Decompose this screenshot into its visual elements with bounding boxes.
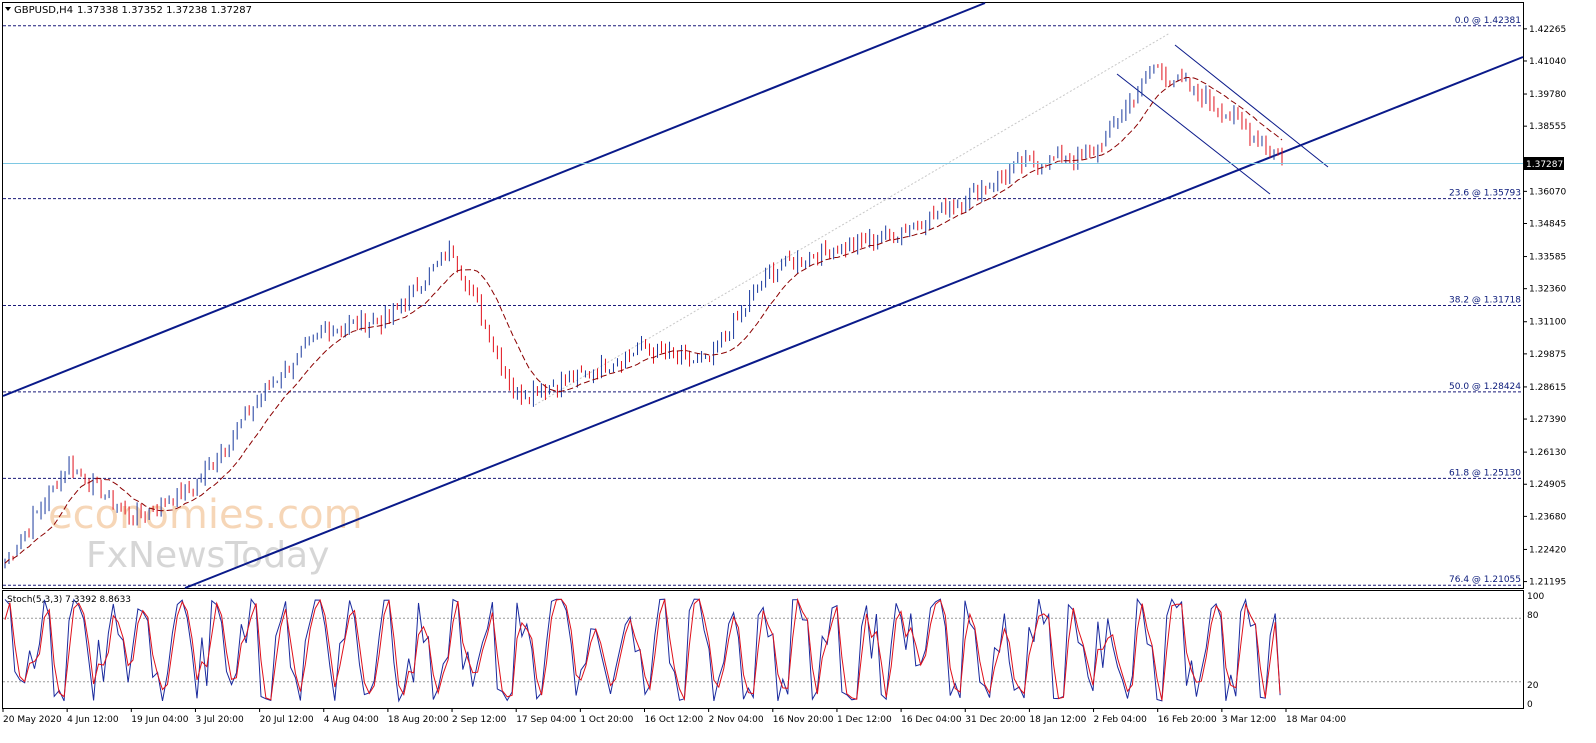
x-tick-label: 18 Jan 12:00 xyxy=(1029,715,1086,725)
time-axis[interactable]: 20 May 2020 4 Jun 12:00 19 Jun 04:00 3 Jul … xyxy=(2,708,1346,725)
down-channel-upper-line xyxy=(1174,44,1329,168)
x-tick-label: 19 Jun 04:00 xyxy=(131,715,188,725)
y-tick-label: 1.22420 xyxy=(1529,545,1566,555)
fib-trendline xyxy=(534,32,1171,406)
y-tick-label: 1.39780 xyxy=(1529,90,1566,100)
y-tick-label: 1.36070 xyxy=(1529,187,1566,197)
x-tick-label: 4 Aug 04:00 xyxy=(324,715,379,725)
y-tick-label: 1.32360 xyxy=(1529,285,1566,295)
channel-lower-line xyxy=(184,56,1524,589)
y-tick-label: 1.26130 xyxy=(1529,448,1566,458)
fib-level-label: 38.2 @ 1.31718 xyxy=(1449,296,1521,306)
y-tick-label: 1.24905 xyxy=(1529,480,1566,490)
x-tick-label: 16 Dec 04:00 xyxy=(901,715,962,725)
fibonacci-levels: 0.0 @ 1.42381 23.6 @ 1.35793 38.2 @ 1.3171… xyxy=(3,16,1523,586)
y-tick-label: 1.21195 xyxy=(1529,578,1566,588)
y-tick-label: 1.27390 xyxy=(1529,415,1566,425)
watermark-economies: economies.com xyxy=(48,492,363,538)
x-tick-label: 16 Oct 12:00 xyxy=(645,715,704,725)
y-tick-label: 1.33585 xyxy=(1529,253,1566,263)
stoch-level-20: 20 xyxy=(1527,681,1539,691)
stoch-main-line xyxy=(4,597,1281,703)
price-axis[interactable]: 1.42265 1.41040 1.39780 1.38555 1.36070 1.348… xyxy=(1523,25,1566,588)
down-channel-lower-line xyxy=(1116,73,1271,195)
ohlc-values: 1.37338 1.37352 1.37238 1.37287 xyxy=(77,5,252,16)
collapse-triangle-icon[interactable] xyxy=(5,7,11,11)
x-tick-label: 2 Feb 04:00 xyxy=(1094,715,1148,725)
y-tick-label: 1.23680 xyxy=(1529,512,1566,522)
x-tick-label: 31 Dec 20:00 xyxy=(965,715,1026,725)
y-tick-label: 1.42265 xyxy=(1529,25,1566,35)
x-tick-label: 3 Jul 20:00 xyxy=(195,715,244,725)
stoch-level-0: 0 xyxy=(1527,700,1533,710)
y-tick-label: 1.41040 xyxy=(1529,57,1566,67)
y-tick-label: 1.38555 xyxy=(1529,122,1566,132)
current-price-label: 1.37287 xyxy=(1526,160,1563,170)
x-tick-label: 18 Aug 20:00 xyxy=(388,715,449,725)
x-tick-label: 1 Dec 12:00 xyxy=(837,715,892,725)
y-tick-label: 1.31100 xyxy=(1529,318,1566,328)
symbol-label: GBPUSD,H4 xyxy=(14,5,73,16)
x-tick-label: 16 Nov 20:00 xyxy=(773,715,834,725)
main-plot-frame xyxy=(2,2,1524,589)
x-tick-label: 20 Jul 12:00 xyxy=(260,715,314,725)
x-tick-label: 18 Mar 04:00 xyxy=(1286,715,1346,725)
stoch-level-100: 100 xyxy=(1527,592,1544,602)
x-tick-label: 1 Oct 20:00 xyxy=(580,715,633,725)
fib-level-label: 0.0 @ 1.42381 xyxy=(1455,16,1521,26)
y-tick-label: 1.34845 xyxy=(1529,219,1566,229)
stoch-level-80: 80 xyxy=(1527,611,1539,621)
x-tick-label: 17 Sep 04:00 xyxy=(516,715,576,725)
y-tick-label: 1.29875 xyxy=(1529,350,1566,360)
y-tick-label: 1.28615 xyxy=(1529,383,1566,393)
stochastic-oscillator xyxy=(3,597,1523,703)
x-tick-label: 20 May 2020 xyxy=(3,715,62,725)
fib-level-label: 23.6 @ 1.35793 xyxy=(1449,189,1521,199)
channel-upper-line xyxy=(2,2,986,397)
moving-average xyxy=(4,76,1283,564)
fib-level-label: 76.4 @ 1.21055 xyxy=(1449,575,1521,585)
x-tick-label: 16 Feb 20:00 xyxy=(1158,715,1217,725)
candles xyxy=(4,63,1283,569)
x-tick-label: 2 Nov 04:00 xyxy=(709,715,764,725)
x-tick-label: 4 Jun 12:00 xyxy=(67,715,119,725)
stoch-signal-line xyxy=(4,597,1281,702)
fib-level-label: 61.8 @ 1.25130 xyxy=(1449,468,1521,478)
fib-level-label: 50.0 @ 1.28424 xyxy=(1449,382,1521,392)
moving-average-line xyxy=(4,76,1283,564)
current-price-box xyxy=(1524,157,1564,170)
trend-lines xyxy=(2,2,1524,589)
stochastic-label: Stoch(5,3,3) 7.3392 8.8633 xyxy=(7,595,131,605)
x-tick-label: 2 Sep 12:00 xyxy=(452,715,507,725)
watermark-fxnewstoday: FxNewsToday xyxy=(86,535,329,576)
x-tick-label: 3 Mar 12:00 xyxy=(1222,715,1277,725)
indicator-plot-frame xyxy=(2,590,1524,709)
